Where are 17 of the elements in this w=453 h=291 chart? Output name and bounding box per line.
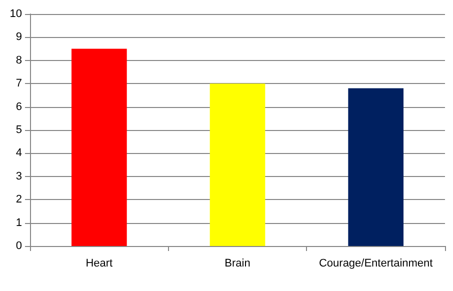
y-tick-label: 5 xyxy=(16,124,22,136)
x-tick-label: Heart xyxy=(86,258,113,270)
x-tick-label: Brain xyxy=(224,258,250,270)
y-tick-label: 6 xyxy=(16,100,22,113)
bar xyxy=(72,48,127,246)
x-tick-label: Courage/Entertainment xyxy=(318,258,433,270)
bar xyxy=(210,84,266,246)
y-tick-label: 1 xyxy=(16,216,22,229)
y-tick-label: 4 xyxy=(16,147,22,160)
y-tick-label: 3 xyxy=(16,170,22,182)
y-tick-label: 10 xyxy=(10,8,22,20)
y-tick-label: 2 xyxy=(16,194,22,206)
y-tick-label: 7 xyxy=(16,78,22,90)
y-tick-label: 8 xyxy=(16,54,22,66)
y-tick-label: 9 xyxy=(16,31,22,44)
bar xyxy=(348,88,404,246)
y-tick-label: 0 xyxy=(16,240,22,252)
